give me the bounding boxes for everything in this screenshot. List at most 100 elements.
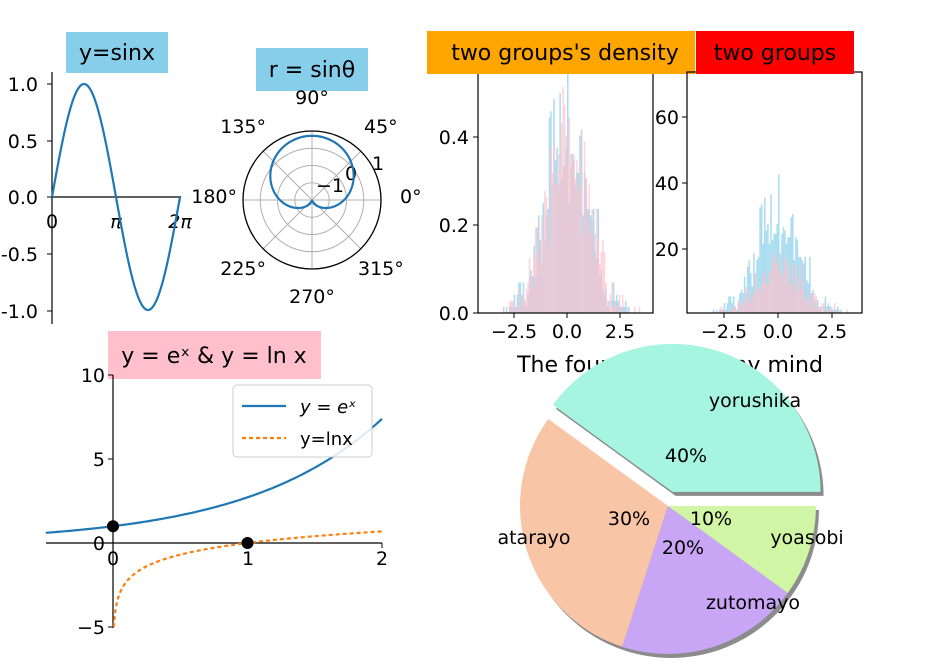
explog-title-box [108, 331, 321, 379]
hist-bar [609, 294, 612, 313]
hist-bar [515, 306, 517, 313]
hist-bar [605, 282, 607, 313]
hist-bar [589, 233, 592, 313]
hist-bar [576, 160, 578, 313]
hist-bar [725, 309, 727, 313]
hist-bar [827, 303, 830, 313]
counts-xtick-label: 2.5 [817, 321, 847, 343]
hist-bar [538, 221, 540, 313]
hist-bar [838, 309, 841, 313]
counts-ytick-label: 60 [655, 107, 679, 129]
hist-bar [751, 296, 754, 313]
hist-bar [756, 286, 758, 313]
hist-bar [597, 239, 600, 313]
hist-bar [768, 270, 771, 313]
polar-ring [277, 165, 347, 235]
hist-bar [722, 309, 724, 313]
density-xticks: −2.5 0.0 2.5 [491, 313, 635, 343]
hist-bar [502, 306, 505, 313]
hist-bar [760, 204, 763, 313]
sin-ytick-label: 0.0 [8, 187, 38, 209]
hist-bar [551, 172, 554, 313]
hist-bar [625, 300, 627, 313]
hist-bar [743, 276, 746, 313]
hist-bar [753, 293, 755, 313]
hist-bar [715, 309, 718, 313]
counts-ytick-label: 20 [655, 239, 679, 261]
hist-bar [533, 258, 535, 313]
hist-bar [809, 256, 811, 313]
polar-ring [259, 147, 365, 253]
hist-bar [536, 251, 538, 313]
hist-bar [833, 303, 836, 313]
hist-bar [731, 309, 733, 313]
hist-bar [782, 276, 785, 313]
hist-bar [579, 184, 581, 313]
hist-bar [560, 123, 563, 313]
polar-angle-label: 45° [364, 116, 398, 138]
hist-bar [762, 276, 765, 313]
hist-bar [748, 260, 751, 313]
hist-bar [513, 294, 516, 313]
explog-legend: y = eˣ y=lnx [232, 384, 373, 458]
density-ytick-label: 0.2 [439, 215, 469, 237]
density-xtick-label: −2.5 [491, 321, 537, 343]
sin-ytick-label: 1.0 [8, 74, 38, 96]
hist-bar [798, 256, 800, 313]
hist-bar [527, 282, 529, 313]
hist-bar [723, 303, 726, 313]
hist-bar [592, 258, 595, 313]
hist-bar [513, 306, 516, 313]
ln-intercept-point [241, 537, 254, 549]
polar-title-box [256, 48, 368, 91]
explog-xtick-label: 1 [242, 548, 254, 570]
explog-yticks: 10 5 0 −5 [77, 365, 113, 639]
pie-label: zutomayo [706, 592, 800, 614]
pie-slice [622, 506, 788, 655]
hist-bar [623, 306, 626, 313]
hist-bar [799, 263, 802, 313]
density-title: two groups's density [451, 41, 679, 66]
sin-xtick-label: 0 [46, 211, 58, 233]
hist-bar [788, 237, 791, 313]
density-xtick-label: 2.5 [605, 321, 635, 343]
hist-bar [562, 86, 564, 313]
hist-bar [805, 299, 808, 313]
pie-slice [552, 343, 821, 492]
polar-radial-labels: −1 0 1 [316, 153, 384, 197]
hist-bar [615, 294, 618, 313]
pie-label: yoasobi [770, 527, 843, 549]
hist-bar [830, 306, 833, 313]
hist-bar [804, 299, 806, 313]
hist-bar [740, 303, 743, 313]
hist-bar [554, 184, 557, 313]
hist-bar [563, 105, 566, 313]
sin-yticks: 1.0 0.5 0.0 -0.5 -1.0 [1, 74, 52, 323]
hist-bar [525, 288, 528, 313]
density-yticks: 0.0 0.2 0.4 [439, 127, 478, 325]
hist-bar [743, 299, 746, 313]
hist-bar [574, 178, 577, 313]
hist-bar [731, 303, 733, 313]
hist-bar [611, 282, 613, 313]
hist-bar [519, 306, 522, 313]
explog-ytick-label: 5 [93, 449, 105, 471]
pie-pct-label: 40% [665, 445, 707, 467]
pie-slices [520, 343, 821, 655]
polar-angle-label: 90° [295, 87, 329, 109]
density-subplot: 0.0 0.2 0.4 −2.5 0.0 2.5 two groups's de… [427, 31, 695, 343]
hist-bar [792, 263, 794, 313]
legend-frame [232, 384, 373, 458]
hist-bar [778, 270, 780, 313]
hist-bar [505, 306, 508, 313]
hist-bar [801, 260, 803, 313]
hist-bar [516, 306, 519, 313]
polar-title: r = sinθ [269, 58, 355, 83]
polar-curve [269, 134, 355, 210]
explog-subplot: y = eˣ & y = ln x 10 5 0 −5 0 1 2 [45, 331, 388, 639]
hist-bar [586, 221, 589, 313]
hist-bar [638, 306, 641, 313]
hist-bar [732, 306, 735, 313]
hist-bar [821, 303, 824, 313]
